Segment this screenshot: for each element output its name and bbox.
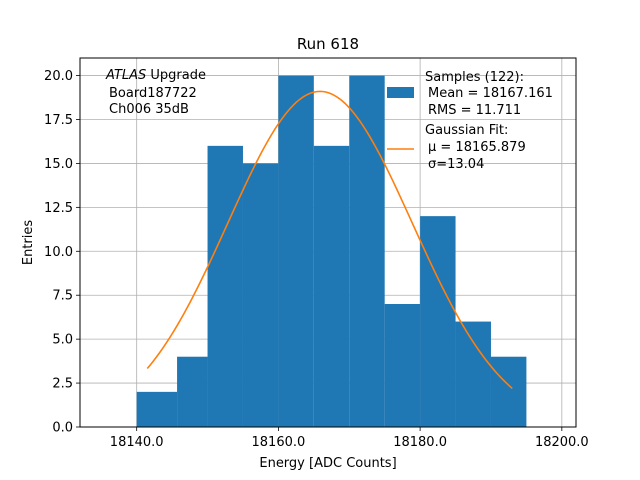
y-tick-label-5: 12.5	[44, 201, 73, 216]
legend-fit-mu: μ = 18165.879	[428, 140, 526, 155]
legend-samples-title: Samples (122):	[425, 70, 524, 85]
histogram-bar-5	[313, 145, 350, 427]
y-tick-label-6: 15.0	[44, 157, 73, 172]
x-axis-label: Energy [ADC Counts]	[259, 456, 396, 471]
histogram-bar-9	[455, 321, 491, 427]
histogram-bar-2	[207, 145, 243, 427]
annotation-channel: Ch006 35dB	[109, 102, 189, 117]
legend-samples-swatch	[387, 87, 414, 98]
x-tick-label-1: 18160.0	[252, 435, 306, 450]
y-tick-label-8: 20.0	[44, 69, 73, 84]
histogram-bar-4	[278, 75, 314, 428]
annotation-atlas-upgrade: ATLAS Upgrade	[105, 68, 206, 83]
ticks-layer: 18140.0 18160.0 18180.0 18200.0 0.0 2.5 5.0 7.5…	[44, 69, 589, 450]
histogram-bar-10	[490, 356, 527, 427]
legend: Samples (122): Mean = 18167.161 RMS = 11…	[387, 70, 553, 172]
histogram-bar-8	[420, 216, 456, 427]
histogram-bar-1	[177, 356, 208, 427]
legend-fit-title: Gaussian Fit:	[425, 123, 508, 138]
legend-fit-sigma: σ=13.04	[428, 157, 484, 172]
y-tick-label-4: 10.0	[44, 245, 73, 260]
x-tick-label-3: 18200.0	[535, 435, 589, 450]
x-tick-label-0: 18140.0	[110, 435, 164, 450]
atlas-annotation: ATLAS Upgrade Board187722 Ch006 35dB	[105, 68, 206, 117]
histogram-bar-6	[349, 75, 385, 428]
histogram-bar-7	[384, 304, 421, 427]
y-tick-label-2: 5.0	[52, 333, 73, 348]
chart-title: Run 618	[297, 35, 359, 53]
legend-samples-rms: RMS = 11.711	[428, 103, 521, 118]
histogram-bar-3	[242, 163, 279, 427]
x-tick-label-2: 18180.0	[393, 435, 447, 450]
histogram-bar-0	[136, 391, 178, 427]
gaussian-fit-line	[146, 90, 513, 390]
fit-layer	[146, 90, 513, 390]
plot-frame	[79, 57, 577, 428]
bars-layer	[136, 75, 527, 428]
y-tick-label-3: 7.5	[52, 289, 73, 304]
annotation-board: Board187722	[109, 86, 197, 101]
y-axis-label: Entries	[21, 220, 36, 266]
y-tick-label-7: 17.5	[44, 113, 73, 128]
y-tick-label-0: 0.0	[52, 421, 73, 436]
legend-samples-mean: Mean = 18167.161	[428, 86, 553, 101]
y-tick-label-1: 2.5	[52, 377, 73, 392]
